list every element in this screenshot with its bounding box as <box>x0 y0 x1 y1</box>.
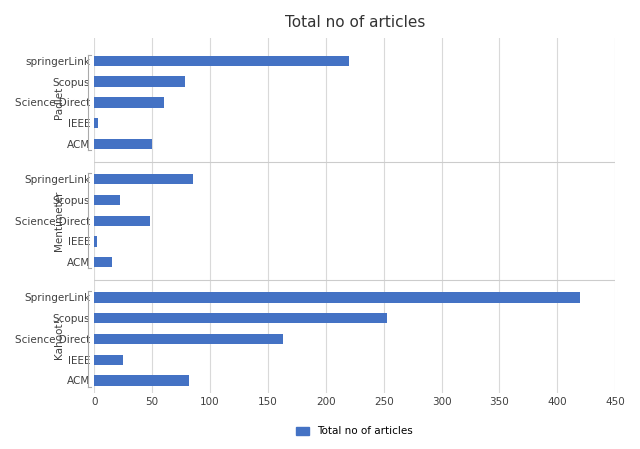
Bar <box>94 334 283 344</box>
Bar <box>94 139 152 149</box>
Legend: Total no of articles: Total no of articles <box>296 427 413 436</box>
Text: Mentimeter: Mentimeter <box>54 190 64 251</box>
Bar <box>94 174 193 185</box>
Bar <box>94 355 124 365</box>
Title: Total no of articles: Total no of articles <box>285 15 425 30</box>
Bar <box>94 195 120 205</box>
Bar <box>94 216 150 226</box>
Bar <box>94 257 111 267</box>
Bar <box>94 313 387 323</box>
Bar <box>94 56 349 66</box>
Bar <box>94 292 580 303</box>
Bar <box>94 97 164 108</box>
Bar <box>94 375 189 386</box>
Bar <box>94 236 97 247</box>
Bar <box>94 76 184 87</box>
Text: Padlet: Padlet <box>54 86 64 119</box>
Text: Kahoot!: Kahoot! <box>54 319 64 359</box>
Bar <box>94 118 98 128</box>
